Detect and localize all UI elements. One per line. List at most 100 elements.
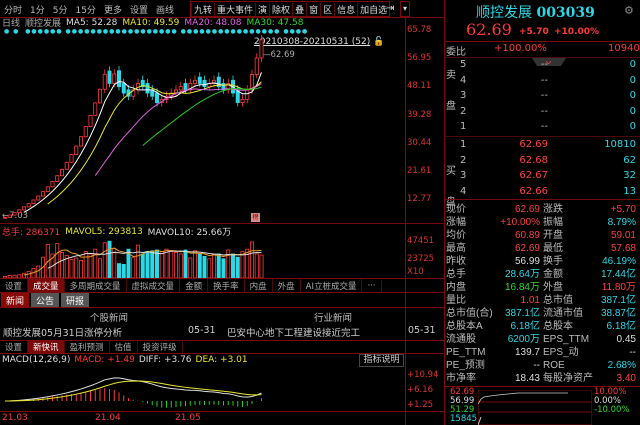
period-toolbar: 分时 1分 5分 15分 更多 设置 画线: [0, 2, 178, 16]
stat-label: 换手: [543, 256, 563, 267]
volume-tab[interactable]: ···: [362, 279, 382, 292]
volume-bar: [117, 263, 122, 279]
volume-bar: [154, 249, 159, 279]
toolbar-button[interactable]: 区: [320, 2, 334, 16]
stat-value: 17.44亿: [600, 269, 636, 280]
ma10-value: MA10: 49.59: [122, 17, 180, 28]
toolbar-button[interactable]: 加自选: [357, 2, 389, 16]
indicator-tab[interactable]: 估值: [110, 340, 138, 354]
level: 2: [460, 154, 467, 166]
lock-icon[interactable]: 🔓: [373, 37, 385, 47]
candle-down: [221, 83, 226, 91]
stock-news-item[interactable]: 顺控发展05月31日涨停分析: [3, 328, 123, 339]
volume-bar: [98, 258, 103, 279]
industry-news-item[interactable]: 巴安中心地下工程建设接近完工: [227, 328, 361, 339]
period-tab[interactable]: 画线: [155, 5, 174, 16]
period-tab[interactable]: 更多: [103, 5, 122, 16]
volume-tab[interactable]: AI立桩成交量: [301, 278, 363, 293]
price-change: +5.70: [519, 27, 549, 37]
toolbar-button[interactable]: 窗: [306, 2, 320, 16]
stat-label: 总市值(合): [446, 308, 493, 319]
gear-icon[interactable]: ⚙: [624, 4, 634, 17]
toolbar-button[interactable]: 九转: [191, 2, 214, 16]
event-marker-icon[interactable]: 榜: [251, 213, 260, 222]
sell-row[interactable]: 2 -- 0: [446, 106, 638, 121]
stat-value: --: [533, 360, 540, 371]
mini-low: 51.29: [450, 405, 475, 415]
stat-label: EPS_TTM: [543, 334, 590, 345]
volume-bar: [259, 254, 264, 279]
volume: 13: [623, 185, 636, 197]
volume-tab[interactable]: 金额: [180, 278, 209, 293]
volume-bar: [249, 241, 254, 279]
quote-title: 顺控发展 003039: [476, 2, 595, 22]
news-tab[interactable]: 新闻: [1, 292, 30, 308]
buy-row[interactable]: 1 62.69 10810: [446, 139, 638, 154]
price: --: [540, 90, 548, 101]
news-tab[interactable]: 公告: [31, 292, 60, 308]
volume-tab[interactable]: 成交量: [28, 278, 65, 293]
stat-value: 59.01: [610, 230, 636, 241]
toolbar-button[interactable]: 除权: [269, 2, 292, 16]
toolbar-button[interactable]: 演: [255, 2, 269, 16]
toolbar-button[interactable]: 叠: [292, 2, 306, 16]
period-tab[interactable]: 15分: [75, 5, 96, 16]
collapse-chevron-icon[interactable]: [532, 58, 566, 66]
stat-label: ROE: [543, 360, 565, 371]
volume-tab[interactable]: 换手率: [208, 278, 245, 293]
volume-tab[interactable]: 多周期成交量: [65, 278, 127, 293]
stat-value: 62.69: [514, 204, 540, 215]
indicator-tab[interactable]: 新快讯: [28, 340, 65, 354]
volume-tab[interactable]: 外盘: [273, 278, 301, 293]
candle-up: [211, 79, 216, 84]
period-tab[interactable]: 设置: [129, 5, 148, 16]
indicator-tab[interactable]: 设置: [0, 340, 29, 354]
range-label[interactable]: 20210308-20210531 (52): [254, 37, 371, 47]
volume-bar: [140, 253, 145, 279]
toolbar-button[interactable]: 信息: [334, 2, 357, 16]
volume: 10810: [604, 139, 636, 150]
period-tab[interactable]: 分时: [4, 5, 23, 16]
stat-row: 现价 62.69 涨跌 +5.70: [446, 203, 638, 216]
sell-row[interactable]: 4 -- 0: [446, 75, 638, 90]
volume-bar: [159, 251, 164, 279]
level: 1: [460, 139, 467, 150]
volume-bar: [230, 253, 235, 279]
volume-bar: [79, 259, 84, 279]
stat-value: 60.89: [514, 230, 540, 241]
indicator-tab[interactable]: 投资评级: [138, 340, 183, 354]
buy-row[interactable]: 盘 4 62.66 13: [446, 185, 638, 208]
candle-up: [88, 114, 93, 127]
mini-intraday-chart[interactable]: [478, 390, 592, 425]
buy-row[interactable]: 3 62.67 32: [446, 170, 638, 185]
level: 3: [460, 90, 467, 101]
volume-bar: [121, 263, 126, 279]
volume-bar: [202, 255, 207, 279]
indicator-help-button[interactable]: 指标说明: [359, 354, 404, 367]
dropdown-button[interactable]: ▾: [400, 1, 410, 17]
ma5-value: MA5: 52.28: [66, 17, 118, 28]
sell-row[interactable]: 卖 5 -- 0: [446, 59, 638, 81]
volume-tab[interactable]: 内盘: [245, 278, 273, 293]
toolbar-button[interactable]: 重大事件: [214, 2, 255, 16]
indicator-tab[interactable]: 盈利预测: [65, 340, 110, 354]
period-tab[interactable]: 1分: [30, 5, 45, 16]
volume-bar: [83, 251, 88, 279]
sell-row[interactable]: 1 -- 0: [446, 121, 638, 136]
news-tab[interactable]: 研报: [61, 292, 90, 308]
pin-icon[interactable]: ⇥: [386, 3, 395, 14]
volume: 0: [629, 105, 636, 117]
candle-down: [197, 76, 202, 84]
level: 4: [460, 74, 467, 86]
buy-row[interactable]: 买 2 62.68 62: [446, 154, 638, 177]
volume-legend: 总手: 286371 MAVOL5: 293813 MAVOL10: 25.66…: [2, 225, 231, 239]
kline-chart[interactable]: [0, 0, 405, 425]
period-tab[interactable]: 5分: [52, 5, 68, 16]
volume-bar: [3, 275, 8, 279]
sell-row[interactable]: 盘 3 -- 0: [446, 90, 638, 112]
volume-tab[interactable]: 虚拟成交量: [127, 278, 181, 293]
weibi-pct: +100.00%: [494, 43, 547, 54]
mini-prev-close: 56.99: [450, 396, 475, 406]
volume-tab[interactable]: 设置: [0, 278, 29, 293]
mavol10-line: [47, 250, 262, 269]
